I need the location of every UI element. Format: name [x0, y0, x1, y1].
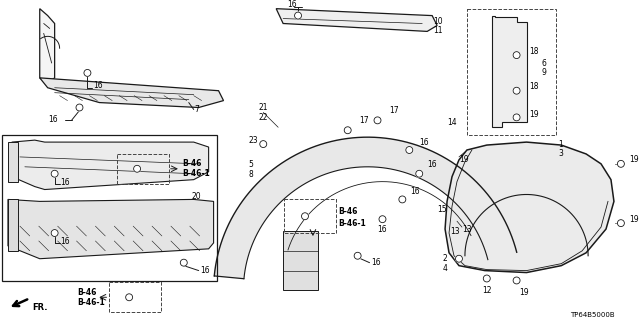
- Text: 20: 20: [192, 192, 202, 201]
- Text: B-46: B-46: [77, 288, 97, 297]
- Text: 14: 14: [447, 118, 457, 127]
- Text: 16: 16: [427, 160, 437, 169]
- Polygon shape: [40, 9, 54, 83]
- Text: 16: 16: [201, 266, 211, 275]
- Text: 12: 12: [482, 286, 492, 295]
- Text: 16: 16: [419, 138, 429, 147]
- Text: B-46: B-46: [182, 159, 201, 168]
- Text: 19: 19: [459, 156, 468, 164]
- Text: 7: 7: [195, 105, 200, 114]
- Text: 16: 16: [93, 81, 103, 90]
- Circle shape: [406, 147, 413, 154]
- Text: 16: 16: [378, 225, 387, 234]
- Circle shape: [618, 220, 625, 227]
- Text: B-46-1: B-46-1: [182, 169, 209, 178]
- Text: 21: 21: [259, 103, 268, 112]
- Circle shape: [294, 12, 301, 19]
- Circle shape: [260, 140, 267, 148]
- Text: 6: 6: [541, 59, 547, 68]
- Text: 2: 2: [442, 254, 447, 263]
- Circle shape: [301, 213, 308, 220]
- Text: 16: 16: [372, 258, 381, 267]
- Text: 19: 19: [629, 215, 639, 224]
- Circle shape: [180, 259, 188, 266]
- Text: 19: 19: [529, 110, 539, 119]
- Polygon shape: [40, 78, 223, 108]
- Polygon shape: [276, 9, 437, 31]
- Text: 5: 5: [248, 160, 253, 169]
- Text: 13: 13: [450, 227, 460, 236]
- Text: 9: 9: [541, 68, 547, 77]
- Text: 17: 17: [389, 106, 399, 115]
- Text: B-46-1: B-46-1: [338, 219, 365, 228]
- Circle shape: [513, 114, 520, 121]
- Text: 4: 4: [442, 264, 447, 273]
- Bar: [2, 135, 216, 282]
- Text: 8: 8: [248, 170, 253, 179]
- Text: FR.: FR.: [32, 303, 47, 312]
- Circle shape: [416, 170, 422, 177]
- Text: 15: 15: [437, 205, 447, 214]
- Circle shape: [51, 170, 58, 177]
- Circle shape: [483, 275, 490, 282]
- Text: 23: 23: [248, 136, 258, 145]
- Text: 18: 18: [529, 82, 539, 91]
- Circle shape: [374, 117, 381, 124]
- Text: 16: 16: [48, 115, 58, 124]
- Circle shape: [84, 69, 91, 76]
- Text: 18: 18: [529, 47, 539, 56]
- Circle shape: [513, 52, 520, 59]
- Circle shape: [513, 277, 520, 284]
- Text: 10: 10: [433, 17, 443, 26]
- Text: 19: 19: [629, 156, 639, 164]
- Polygon shape: [492, 16, 527, 127]
- Text: 11: 11: [433, 26, 443, 35]
- Circle shape: [618, 160, 625, 167]
- Circle shape: [456, 255, 463, 262]
- Polygon shape: [445, 142, 614, 273]
- Polygon shape: [8, 199, 214, 259]
- Text: B-46-1: B-46-1: [77, 298, 105, 307]
- Bar: [467, 9, 556, 135]
- Text: TP64B5000B: TP64B5000B: [570, 312, 614, 318]
- Polygon shape: [214, 137, 516, 279]
- Polygon shape: [8, 199, 18, 251]
- Text: 17: 17: [360, 116, 369, 125]
- Text: 16: 16: [410, 187, 420, 196]
- Text: 13: 13: [462, 225, 472, 234]
- Text: 16: 16: [61, 237, 70, 246]
- Text: 19: 19: [520, 288, 529, 297]
- Polygon shape: [8, 142, 18, 182]
- Circle shape: [354, 252, 361, 259]
- Polygon shape: [283, 231, 318, 290]
- Text: 16: 16: [61, 178, 70, 187]
- Circle shape: [76, 104, 83, 111]
- Bar: [109, 283, 161, 312]
- Circle shape: [51, 229, 58, 236]
- Text: 22: 22: [259, 113, 268, 122]
- Polygon shape: [12, 140, 209, 189]
- Text: 3: 3: [558, 149, 563, 158]
- Text: B-46: B-46: [338, 207, 357, 216]
- Bar: [117, 154, 169, 184]
- Circle shape: [399, 196, 406, 203]
- Text: 1: 1: [558, 140, 563, 148]
- Circle shape: [125, 294, 132, 301]
- Bar: [284, 199, 336, 233]
- Circle shape: [379, 216, 386, 223]
- Text: 16: 16: [287, 0, 297, 9]
- Circle shape: [513, 87, 520, 94]
- Circle shape: [134, 165, 141, 172]
- Circle shape: [344, 127, 351, 134]
